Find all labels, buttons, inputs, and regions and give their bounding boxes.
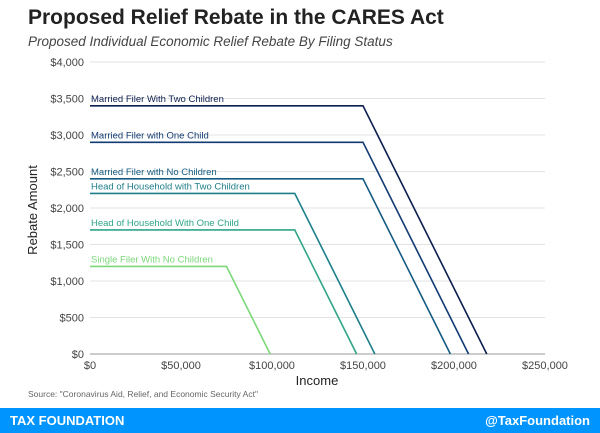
y-tick-label: $3,000 <box>50 130 84 142</box>
series-label: Married Filer with No Children <box>91 167 217 178</box>
series-line <box>90 192 376 355</box>
x-tick-label: $100,000 <box>249 360 295 372</box>
x-axis-label: Income <box>296 373 339 388</box>
series-line <box>90 141 470 355</box>
chart-title: Proposed Relief Rebate in the CARES Act <box>28 6 444 29</box>
series-label: Single Filer With No Children <box>91 254 213 265</box>
y-tick-labels: $0 $500 $1,000 $1,500 $2,000 $2,500 $3,000 $3,5… <box>50 57 84 361</box>
y-tick-label: $3,500 <box>50 94 84 106</box>
series-label: Married Filer with One Child <box>91 130 209 141</box>
y-axis-label: Rebate Amount <box>25 165 40 255</box>
y-tick-label: $2,500 <box>50 167 84 179</box>
series-line <box>90 105 488 355</box>
y-tick-label: $1,500 <box>50 240 84 252</box>
x-tick-labels: $0 $50,000 $100,000 $150,000 $200,000 $250,00… <box>84 360 568 372</box>
x-tick-label: $50,000 <box>161 360 201 372</box>
x-tick-label: $250,000 <box>522 360 568 372</box>
x-tick-label: $200,000 <box>431 360 477 372</box>
y-tick-label: $1,000 <box>50 276 84 288</box>
x-tick-label: $150,000 <box>340 360 386 372</box>
series-label: Head of Household with Two Children <box>91 181 250 192</box>
series-label: Married Filer With Two Children <box>91 94 224 105</box>
y-tick-label: $2,000 <box>50 203 84 215</box>
source-note: Source: "Coronavirus Aid, Relief, and Ec… <box>28 389 258 399</box>
series-line <box>90 178 452 355</box>
footer-bar: TAX FOUNDATION @TaxFoundation <box>0 408 600 433</box>
footer-brand: TAX FOUNDATION <box>10 413 125 428</box>
series-labels: Married Filer With Two Children Married F… <box>91 94 250 266</box>
y-tick-label: $0 <box>72 349 84 361</box>
series-line <box>90 229 358 355</box>
x-tick-label: $0 <box>84 360 96 372</box>
series-line <box>90 265 271 355</box>
y-tick-label: $4,000 <box>50 57 84 69</box>
chart-subtitle: Proposed Individual Economic Relief Reba… <box>28 34 393 49</box>
y-tick-label: $500 <box>60 313 84 325</box>
series-lines <box>90 105 488 355</box>
footer-handle: @TaxFoundation <box>485 413 590 428</box>
series-label: Head of Household With One Child <box>91 218 239 229</box>
